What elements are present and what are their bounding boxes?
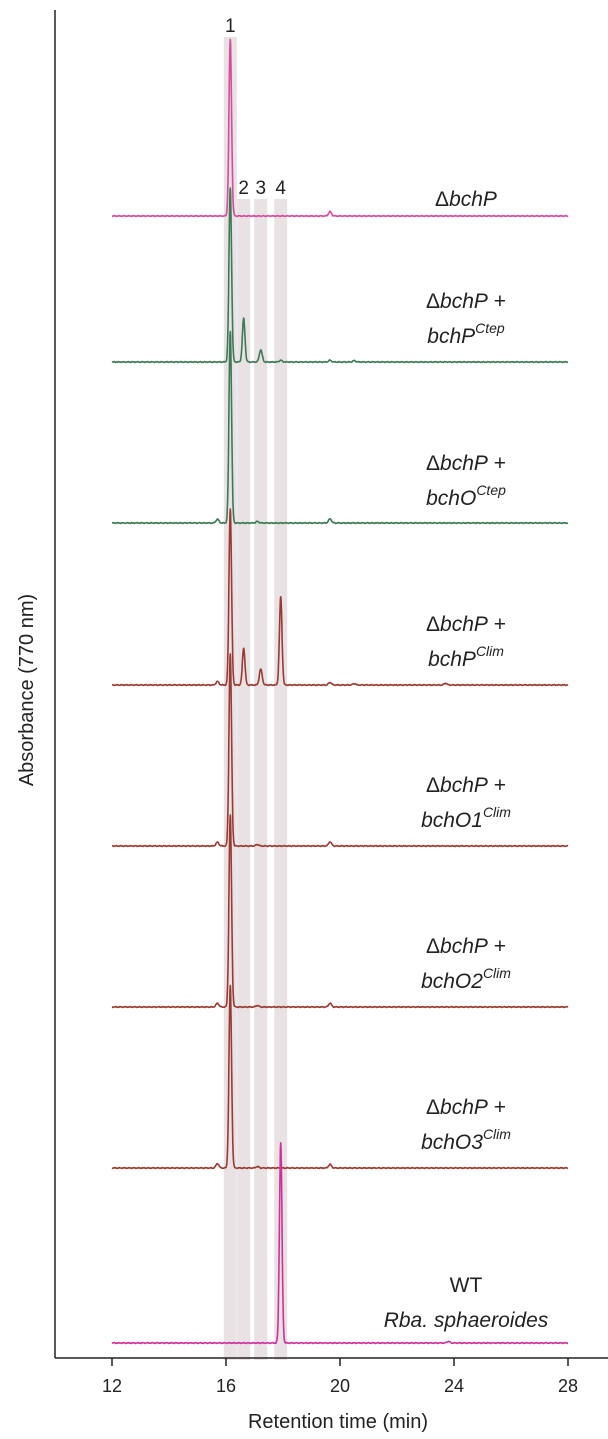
trace-2 <box>111 187 569 364</box>
trace-1 <box>111 38 569 218</box>
trace-label-3-line1: ΔbchP + <box>426 452 506 475</box>
trace-label-4-line2: bchPClim <box>428 643 504 671</box>
trace-8 <box>111 1142 569 1345</box>
trace-labels: ΔbchP ΔbchP + bchPCtep ΔbchP + bchOCtep ΔbchP… <box>384 188 549 1332</box>
trace-label-2-line2: bchPCtep <box>427 320 505 348</box>
trace-label-7-line1: ΔbchP + <box>426 1096 506 1119</box>
band-label-1: 1 <box>225 16 236 37</box>
trace-6 <box>111 814 569 1009</box>
trace-label-3-line2: bchOCtep <box>426 482 506 510</box>
highlight-band-4 <box>274 199 288 1360</box>
highlight-band-2 <box>237 199 251 1360</box>
x-tick-label-28: 28 <box>558 1376 578 1396</box>
band-label-4: 4 <box>275 178 286 199</box>
trace-5 <box>111 653 569 848</box>
x-axis-ticks: 12 16 20 24 28 <box>102 1358 578 1396</box>
trace-label-8-line1: WT <box>450 1274 483 1297</box>
trace-7 <box>111 984 569 1170</box>
axes <box>54 10 608 1359</box>
x-tick-label-12: 12 <box>102 1376 122 1396</box>
trace-label-6-line2: bchO2Clim <box>421 965 511 993</box>
highlight-band-1 <box>223 37 237 1360</box>
trace-label-8-line2: Rba. sphaeroides <box>384 1309 549 1332</box>
trace-label-6-line1: ΔbchP + <box>426 935 506 958</box>
trace-4 <box>111 508 569 687</box>
x-tick-label-16: 16 <box>216 1376 236 1396</box>
y-axis-title: Absorbance (770 nm) <box>16 594 38 786</box>
trace-label-2-line1: ΔbchP + <box>426 290 506 313</box>
chromatogram-traces <box>111 38 569 1345</box>
x-axis-title: Retention time (min) <box>248 1411 428 1433</box>
highlight-bands: 1 2 3 4 <box>223 16 288 1360</box>
trace-label-4-line1: ΔbchP + <box>426 613 506 636</box>
x-tick-label-20: 20 <box>330 1376 350 1396</box>
trace-label-7-line2: bchO3Clim <box>421 1126 511 1154</box>
trace-3 <box>111 330 569 525</box>
trace-label-5-line2: bchO1Clim <box>421 804 511 832</box>
band-label-3: 3 <box>255 178 266 199</box>
highlight-band-3 <box>254 199 268 1360</box>
trace-label-1-line1: ΔbchP <box>435 188 497 211</box>
band-label-2: 2 <box>238 178 249 199</box>
x-tick-label-24: 24 <box>444 1376 464 1396</box>
trace-label-5-line1: ΔbchP + <box>426 774 506 797</box>
